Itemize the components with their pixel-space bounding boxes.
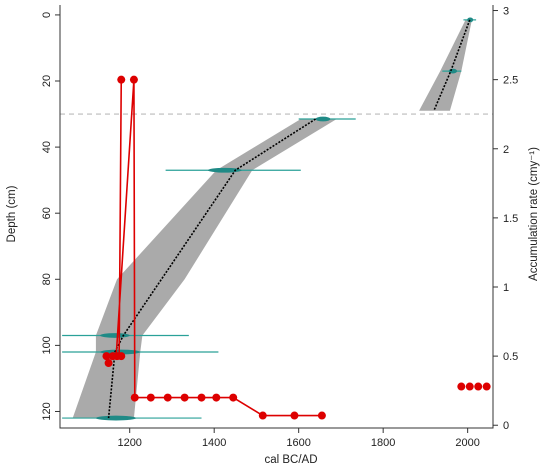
rate-point-0 [117,75,126,84]
rate-tick-label: 2 [503,144,509,156]
rate-tick-label: 0.5 [503,351,518,363]
median-line-lower [107,118,317,419]
median-line-upper [433,19,471,112]
x-tick-label: 1400 [202,437,226,449]
rate-point-19 [474,382,483,391]
rate-point-8 [146,393,155,402]
rate-point-5 [102,352,111,361]
date-density-0 [467,17,474,23]
axes-layer: 1200 1400 1600 1800 200002040608010012000.51… [41,5,518,449]
depth-tick-label: 80 [41,273,53,285]
rate-point-14 [258,411,267,420]
depth-tick-label: 100 [41,336,53,354]
x-tick-label: 1200 [117,437,141,449]
depth-tick-label: 120 [41,402,53,420]
calibrated-dates-layer [62,17,477,421]
accumulation-rate-layer [102,75,491,420]
rate-tick-label: 1.5 [503,213,518,225]
rate-tick-label: 2.5 [503,75,518,87]
rate-point-3 [108,352,117,361]
depth-tick-label: 40 [41,141,53,153]
plot-frame [59,5,494,429]
right-y-axis-title: Accumulation rate (cmy⁻¹) [528,147,540,281]
x-tick-label: 1800 [371,437,395,449]
rate-point-15 [290,411,299,420]
rate-tick-label: 0 [503,420,509,432]
depth-tick-label: 0 [41,12,53,18]
median-age-line-layer [107,19,471,419]
date-density-3 [207,167,242,173]
date-density-4 [100,333,130,338]
rate-point-11 [197,393,206,402]
rate-point-13 [229,393,238,402]
rate-point-6 [129,75,138,84]
envelope-upper-section [419,19,472,111]
left-y-axis-title: Depth (cm) [6,185,18,242]
rate-point-7 [130,393,139,402]
rate-point-4 [104,359,113,368]
rate-point-16 [317,411,326,420]
rate-point-9 [163,393,172,402]
date-density-6 [95,415,137,421]
rate-point-10 [180,393,189,402]
rate-tick-label: 3 [503,6,509,18]
rate-point-20 [482,382,491,391]
date-density-2 [315,116,331,122]
rate-point-17 [457,382,466,391]
depth-tick-label: 20 [41,75,53,87]
x-tick-label: 1600 [286,437,310,449]
confidence-envelope-layer [72,19,472,419]
envelope-lower-section [72,119,337,419]
rate-tick-label: 1 [503,282,509,294]
x-tick-label: 2000 [455,437,479,449]
rate-point-12 [212,393,221,402]
depth-tick-label: 60 [41,207,53,219]
x-axis-title: cal BC/AD [264,454,317,466]
rate-point-18 [465,382,474,391]
